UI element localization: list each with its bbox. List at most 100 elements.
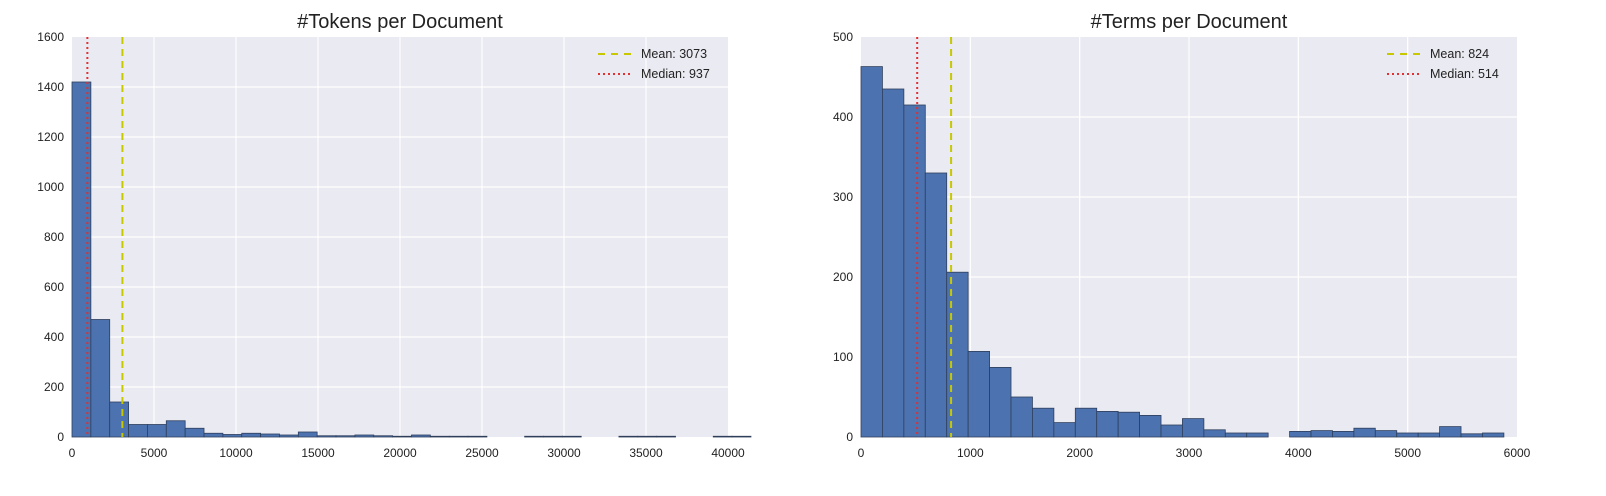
histogram-bar — [1246, 432, 1269, 438]
histogram-bar — [128, 424, 148, 438]
x-tick-label: 5000 — [141, 446, 168, 460]
x-tick-label: 35000 — [629, 446, 663, 460]
x-tick-label: 1000 — [957, 446, 984, 460]
x-tick-label: 6000 — [1504, 446, 1531, 460]
x-tick-label: 2000 — [1066, 446, 1093, 460]
legend-label: Mean: 3073 — [641, 47, 707, 61]
histogram-bar — [1203, 429, 1226, 438]
histogram-bar — [712, 435, 733, 438]
y-tick-label: 0 — [846, 430, 853, 444]
chart-title: #Tokens per Document — [297, 11, 503, 33]
histogram-bar — [203, 432, 224, 438]
histogram-bar — [260, 433, 280, 438]
y-tick-label: 800 — [44, 230, 64, 244]
histogram-bar — [297, 431, 318, 438]
y-tick-label: 200 — [44, 380, 64, 394]
histogram-bar — [1417, 432, 1440, 438]
histogram-bar — [90, 319, 111, 438]
histogram-bar — [524, 435, 544, 438]
x-tick-label: 40000 — [711, 446, 745, 460]
y-tick-label: 300 — [833, 190, 853, 204]
histogram-bar — [561, 435, 582, 438]
histogram-bar — [411, 434, 431, 438]
histogram-bar — [1182, 418, 1205, 438]
y-tick-label: 400 — [833, 110, 853, 124]
histogram-bar — [1010, 396, 1033, 438]
chart-title: #Terms per Document — [1091, 11, 1288, 33]
legend: Mean: 824 Median: 514 — [1387, 47, 1499, 81]
histogram-bar — [109, 401, 129, 438]
x-tick-label: 20000 — [383, 446, 417, 460]
y-tick-label: 200 — [833, 270, 853, 284]
histogram-bar — [967, 350, 990, 438]
histogram-bar — [1439, 426, 1462, 438]
x-tick-label: 3000 — [1176, 446, 1203, 460]
histogram-bar — [1053, 422, 1076, 438]
histogram-bar — [1310, 430, 1333, 438]
terms-per-document-chart: 0 1000 2000 3000 4000 5000 6000 0 100 200 300 400 50… — [833, 11, 1531, 460]
histogram-bar — [637, 435, 658, 438]
histogram-bar — [1332, 430, 1355, 438]
histogram-bar — [316, 435, 337, 438]
histogram-bar — [335, 435, 356, 438]
histogram-bar — [1289, 430, 1312, 438]
legend-label: Mean: 824 — [1430, 47, 1489, 61]
histogram-bar — [1396, 432, 1419, 438]
histogram-bar — [1460, 433, 1483, 438]
legend-label: Median: 514 — [1430, 67, 1499, 81]
histogram-bar — [543, 435, 563, 438]
histogram-bar — [903, 104, 926, 438]
histogram-bar — [448, 435, 469, 438]
histogram-bar — [241, 432, 262, 438]
histogram-bar — [429, 435, 450, 438]
x-tick-label: 0 — [858, 446, 865, 460]
y-tick-label: 500 — [833, 30, 853, 44]
histogram-bar — [1160, 424, 1183, 438]
histogram-bar — [618, 435, 639, 438]
histogram-bar — [1482, 432, 1505, 438]
histogram-bar — [71, 81, 92, 438]
histogram-bar — [1074, 407, 1098, 438]
histogram-bar — [731, 435, 752, 438]
y-tick-label: 1600 — [37, 30, 64, 44]
histogram-bar — [860, 66, 883, 438]
y-tick-label: 400 — [44, 330, 64, 344]
tokens-per-document-chart: 0 5000 10000 15000 20000 25000 30000 35000 40000… — [37, 11, 752, 460]
histogram-bar — [1139, 414, 1162, 438]
histogram-bar — [279, 434, 299, 438]
x-tick-label: 4000 — [1285, 446, 1312, 460]
x-tick-label: 30000 — [547, 446, 581, 460]
x-tick-label: 15000 — [301, 446, 335, 460]
x-tick-label: 0 — [69, 446, 76, 460]
histogram-bar — [392, 435, 412, 438]
x-tick-label: 10000 — [219, 446, 253, 460]
histogram-bar — [1353, 427, 1376, 438]
y-tick-label: 1400 — [37, 80, 64, 94]
legend: Mean: 3073 Median: 937 — [598, 47, 710, 81]
histogram-bar — [656, 435, 676, 438]
y-tick-label: 1000 — [37, 180, 64, 194]
histogram-bar — [924, 172, 948, 438]
histogram-bar — [467, 435, 488, 438]
histogram-bar — [1032, 407, 1055, 438]
histogram-bar — [1117, 411, 1140, 438]
histogram-bar — [989, 366, 1012, 438]
histogram-bar — [373, 435, 394, 438]
y-tick-label: 600 — [44, 280, 64, 294]
histogram-bar — [147, 424, 167, 438]
x-tick-label: 5000 — [1394, 446, 1421, 460]
y-tick-label: 1200 — [37, 130, 64, 144]
histogram-bar — [882, 88, 905, 438]
histogram-bar — [222, 434, 243, 438]
histogram-bar — [1224, 432, 1248, 438]
legend-label: Median: 937 — [641, 67, 710, 81]
histogram-bar — [165, 420, 186, 438]
y-tick-label: 100 — [833, 350, 853, 364]
x-tick-label: 25000 — [465, 446, 499, 460]
histogram-bar — [1096, 410, 1119, 438]
histogram-bar — [184, 427, 205, 438]
histogram-bar — [1374, 430, 1398, 438]
y-tick-label: 0 — [57, 430, 64, 444]
histogram-bar — [946, 271, 969, 438]
